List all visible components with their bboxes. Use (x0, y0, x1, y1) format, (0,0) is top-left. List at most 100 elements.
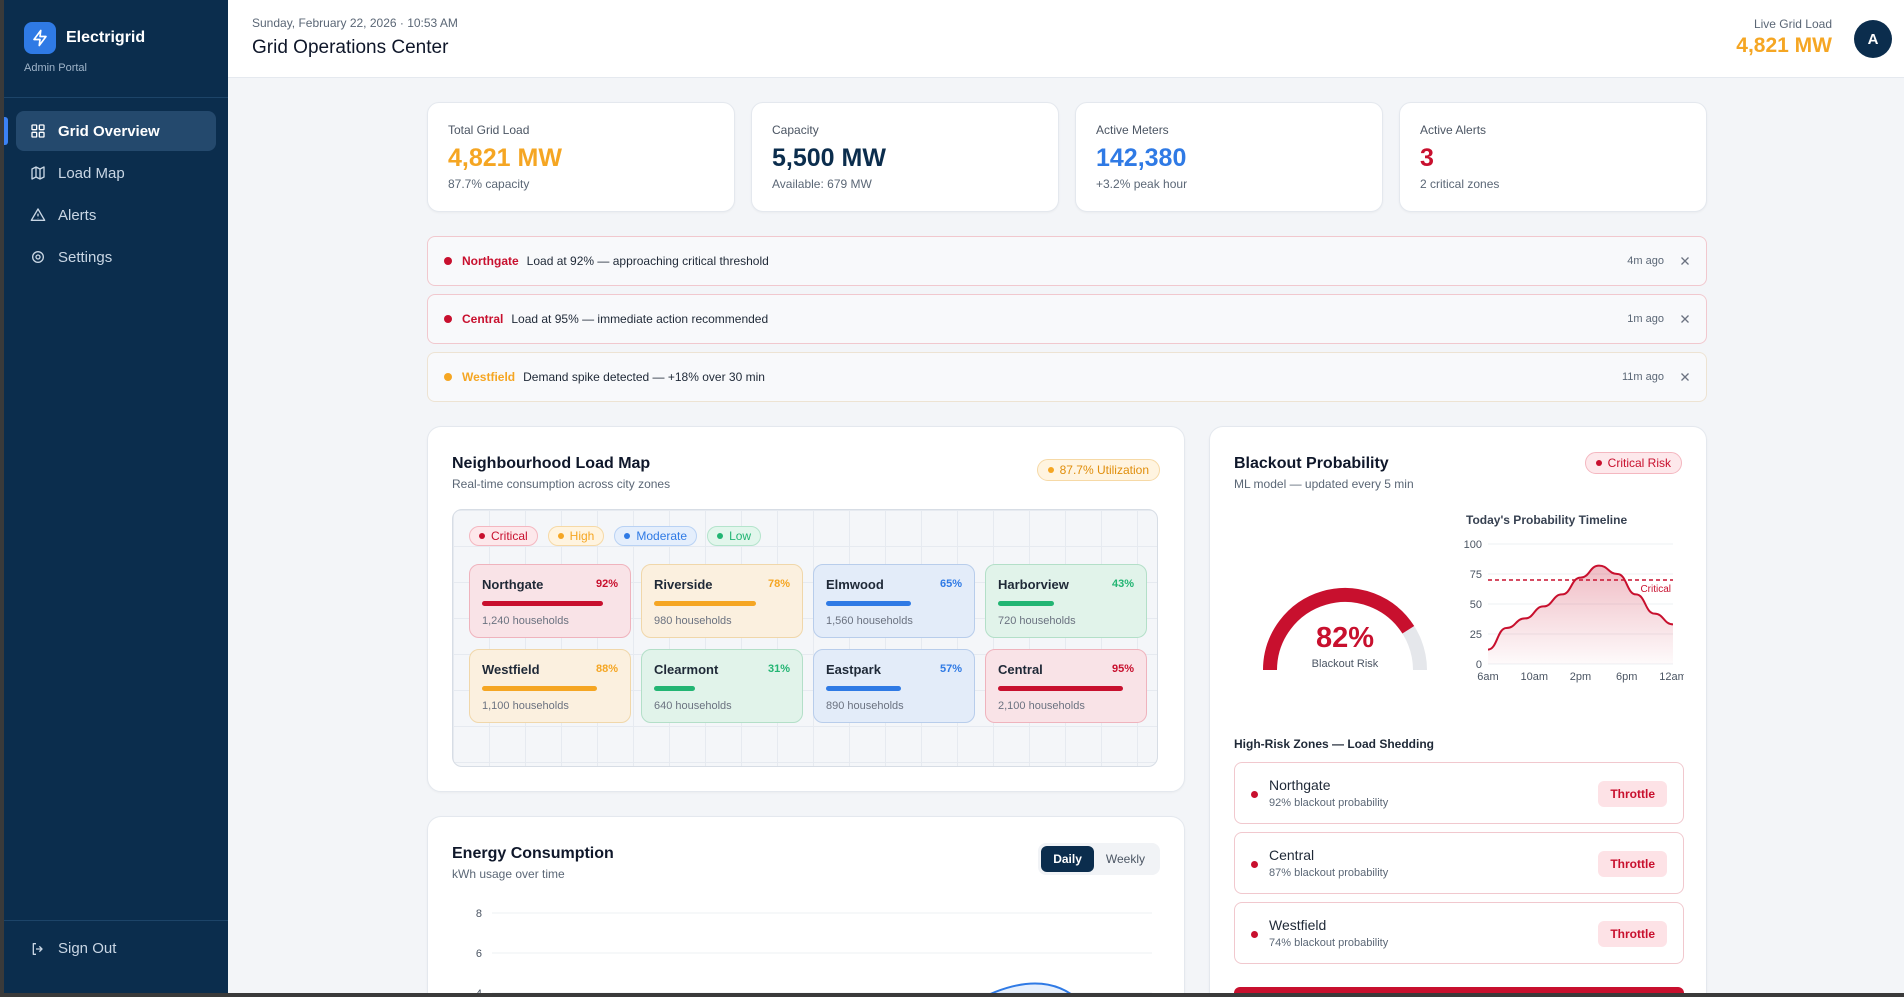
high-risk-zone-probability: 87% blackout probability (1269, 867, 1389, 879)
bolt-icon (24, 22, 56, 54)
zone-percent: 92% (595, 578, 618, 590)
sidebar-divider (4, 920, 228, 921)
alert-row[interactable]: Westfield Demand spike detected — +18% o… (427, 352, 1707, 402)
legend-low[interactable]: Low (707, 526, 762, 546)
alert-time: 11m ago (1622, 371, 1664, 383)
zone-card-central[interactable]: Central 95% 2,100 households (985, 649, 1147, 723)
zone-card-clearmont[interactable]: Clearmont 31% 640 households (641, 649, 803, 723)
alert-row[interactable]: Central Load at 95% — immediate action r… (427, 294, 1707, 344)
badge-dot (1047, 467, 1054, 473)
load-legend: Critical High Moderate Low (469, 526, 771, 546)
emergency-action-button[interactable] (1234, 987, 1684, 995)
map-icon (31, 166, 45, 180)
sidebar-divider (4, 97, 228, 98)
kpi-value: 4,821 MW (448, 144, 562, 172)
alert-message: Load at 95% — immediate action recommend… (511, 312, 769, 326)
close-icon[interactable] (1678, 254, 1692, 268)
settings-icon (32, 251, 44, 263)
y-tick-label: 6 (476, 948, 482, 960)
throttle-button[interactable]: Throttle (1598, 781, 1667, 807)
close-icon[interactable] (1678, 312, 1692, 326)
live-grid-load-value: 4,821 MW (1736, 34, 1832, 57)
kpi-card-capacity: Capacity 5,500 MW Available: 679 MW (751, 102, 1059, 212)
panel-title: Neighbourhood Load Map (452, 455, 651, 472)
zone-card-northgate[interactable]: Northgate 92% 1,240 households (469, 564, 631, 638)
kpi-card-active-meters: Active Meters 142,380 +3.2% peak hour (1075, 102, 1383, 212)
high-risk-zone-probability: 92% blackout probability (1269, 797, 1389, 809)
x-tick-label: 6am (1477, 671, 1498, 683)
zone-name: Northgate (482, 577, 544, 592)
brand-name: Electrigrid (66, 29, 146, 46)
zone-card-eastpark[interactable]: Eastpark 57% 890 households (813, 649, 975, 723)
sidebar-item-settings[interactable]: Settings (16, 237, 216, 277)
sidebar-item-label: Grid Overview (58, 122, 160, 140)
legend-dot (479, 533, 485, 539)
high-risk-zone-item: Central 87% blackout probability Throttl… (1234, 832, 1684, 894)
risk-badge-text: Critical Risk (1607, 456, 1671, 470)
y-tick-label: 8 (476, 908, 482, 920)
alert-zone: Westfield (462, 370, 516, 384)
zone-card-harborview[interactable]: Harborview 43% 720 households (985, 564, 1147, 638)
legend-dot (624, 533, 631, 539)
kpi-subtext: 2 critical zones (1420, 177, 1500, 191)
energy-panel: Energy Consumption kWh usage over time D… (427, 816, 1185, 997)
y-tick-label: 50 (1470, 599, 1482, 611)
legend-critical[interactable]: Critical (469, 526, 538, 546)
legend-label: Low (729, 529, 752, 543)
blackout-gauge: 82% Blackout Risk (1250, 562, 1440, 682)
zone-households: 1,560 households (826, 615, 913, 627)
sidebar-nav: Grid Overview Load Map Alerts Settings (4, 111, 216, 279)
alert-message: Load at 92% — approaching critical thres… (526, 254, 769, 268)
avatar[interactable]: A (1854, 20, 1892, 58)
zone-households: 1,100 households (482, 700, 569, 712)
risk-dot (1251, 861, 1258, 868)
zone-card-westfield[interactable]: Westfield 88% 1,100 households (469, 649, 631, 723)
alert-triangle-icon (30, 208, 46, 221)
kpi-label: Active Meters (1096, 123, 1169, 137)
zone-name: Riverside (654, 577, 713, 592)
throttle-button[interactable]: Throttle (1598, 851, 1667, 877)
zone-percent: 57% (939, 663, 962, 675)
logout-icon (32, 942, 43, 955)
zone-name: Elmwood (826, 577, 884, 592)
brand-subtitle: Admin Portal (24, 62, 87, 74)
alert-row[interactable]: Northgate Load at 92% — approaching crit… (427, 236, 1707, 286)
zone-card-riverside[interactable]: Riverside 78% 980 households (641, 564, 803, 638)
sidebar-item-grid-overview[interactable]: Grid Overview (4, 111, 216, 151)
zone-percent: 88% (595, 663, 618, 675)
zone-card-elmwood[interactable]: Elmwood 65% 1,560 households (813, 564, 975, 638)
high-risk-zone-name: Westfield (1269, 917, 1327, 933)
gauge-fill (1263, 588, 1415, 671)
page-title: Grid Operations Center (252, 37, 449, 58)
throttle-button[interactable]: Throttle (1598, 921, 1667, 947)
grid-icon (31, 124, 45, 138)
zone-name: Central (998, 662, 1043, 677)
y-tick-label: 75 (1470, 569, 1482, 581)
brand[interactable]: Electrigrid (4, 0, 228, 54)
kpi-subtext: +3.2% peak hour (1096, 177, 1188, 191)
critical-risk-badge: Critical Risk (1584, 452, 1682, 474)
x-tick-label: 2pm (1570, 671, 1591, 683)
legend-high[interactable]: High (547, 526, 605, 546)
y-tick-label: 100 (1464, 539, 1482, 551)
alert-time: 1m ago (1627, 313, 1664, 325)
kpi-value: 3 (1420, 144, 1434, 172)
high-risk-title: High-Risk Zones — Load Shedding (1234, 737, 1435, 751)
sign-out-button[interactable]: Sign Out (30, 940, 116, 957)
legend-label: Moderate (636, 529, 688, 543)
kpi-label: Total Grid Load (448, 123, 530, 137)
zone-load-bar (826, 686, 901, 691)
toggle-weekly[interactable]: Weekly (1105, 852, 1145, 866)
toggle-daily[interactable]: Daily (1041, 846, 1094, 872)
sidebar-item-alerts[interactable]: Alerts (16, 195, 216, 235)
panel-title: Blackout Probability (1234, 455, 1389, 472)
zone-load-bar (998, 601, 1054, 606)
y-tick-label: 0 (1476, 659, 1482, 671)
zone-load-bar (482, 686, 597, 691)
sidebar-item-load-map[interactable]: Load Map (16, 153, 216, 193)
zone-percent: 31% (767, 663, 790, 675)
close-icon[interactable] (1678, 370, 1692, 384)
alert-time: 4m ago (1627, 255, 1664, 267)
legend-moderate[interactable]: Moderate (614, 526, 698, 546)
alert-status-dot (444, 373, 452, 381)
